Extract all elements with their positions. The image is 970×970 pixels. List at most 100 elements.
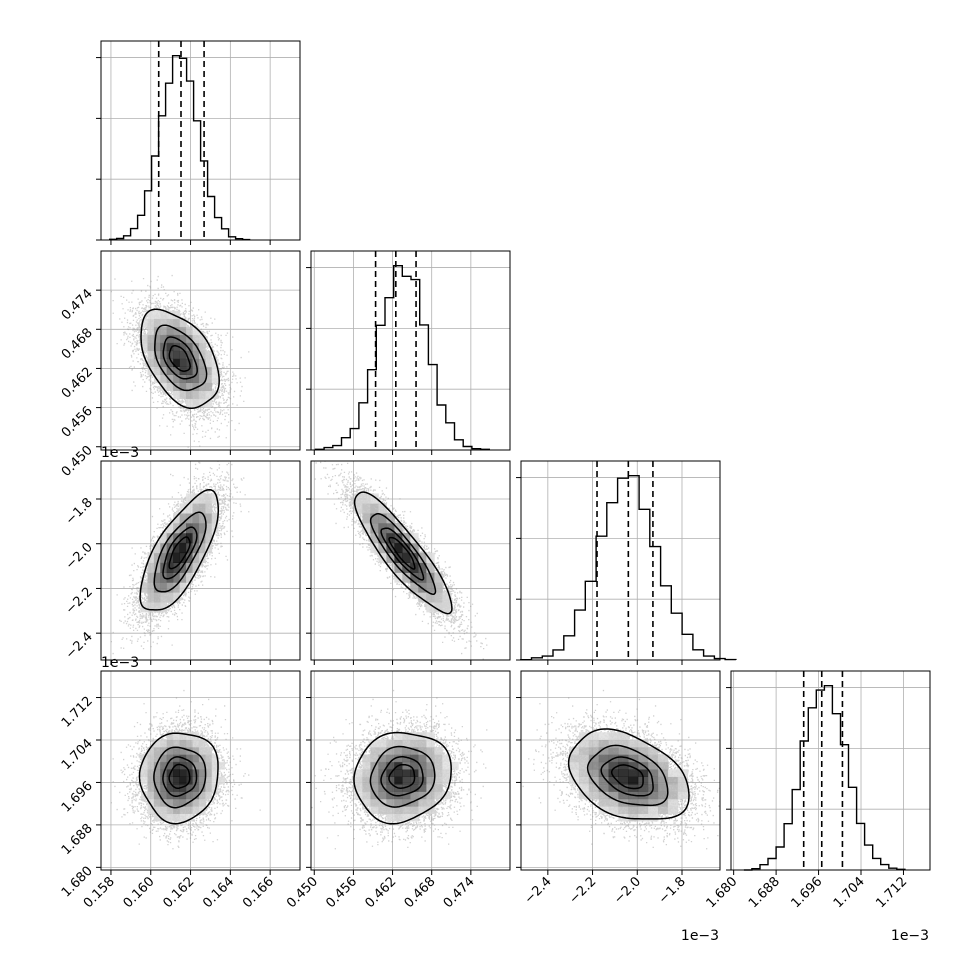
density-cell [648, 798, 659, 807]
x-tick-label: 0.166 [240, 874, 277, 911]
density-cell [578, 754, 590, 763]
density-cell [198, 513, 206, 524]
density-cell [608, 806, 619, 814]
density-cell [192, 366, 200, 375]
density-cell [418, 784, 427, 792]
x-tick-label: 1.712 [873, 874, 910, 911]
density-cell [628, 769, 639, 777]
density-cell [378, 739, 387, 748]
density-cell [198, 334, 206, 344]
density-cell [638, 754, 649, 763]
density-cell [198, 358, 206, 368]
density-cell [386, 542, 395, 554]
density-cell [442, 769, 451, 777]
density-cell [648, 806, 659, 814]
density-cell [147, 602, 155, 613]
panel-content [521, 671, 720, 870]
density-cell [179, 732, 187, 740]
density-cell [192, 784, 200, 792]
density-cell [426, 572, 435, 583]
density-cell [598, 769, 609, 777]
x-tick-label: −2.2 [566, 874, 599, 907]
density-cell [153, 813, 161, 822]
density-cell [588, 754, 600, 763]
density-cell [378, 513, 387, 524]
density-cell [205, 532, 213, 544]
contour-line [168, 345, 191, 372]
density-cell [179, 513, 187, 524]
density-cell [608, 732, 619, 740]
density-cell [186, 326, 193, 336]
density-cell [186, 366, 193, 375]
density-cell [578, 739, 590, 748]
density-cell [426, 769, 435, 777]
density-cell [211, 374, 219, 383]
axes-frame [310, 460, 511, 661]
density-cell [667, 784, 679, 792]
x-tick-label: 0.468 [402, 874, 439, 911]
x-tick-label: 0.474 [441, 874, 478, 911]
density-cell [153, 350, 161, 360]
density-cell [608, 761, 619, 770]
density-cell [211, 366, 219, 375]
density-cell [442, 791, 451, 800]
density-cell [362, 503, 371, 514]
density-cell [628, 798, 639, 807]
density-cell [173, 813, 180, 822]
density-cell [598, 791, 609, 800]
density-cell [198, 798, 206, 807]
density-cell [141, 761, 148, 770]
contour-line [388, 763, 416, 789]
density-cell [141, 769, 148, 777]
density-cell [205, 747, 213, 755]
density-cell [205, 791, 213, 800]
density-cell [186, 761, 193, 770]
x-tick-label: 0.450 [284, 874, 321, 911]
density-cell [173, 806, 180, 814]
density-cell [192, 761, 200, 770]
contour-line [162, 756, 198, 797]
density-cell [618, 761, 629, 770]
density-cell [434, 572, 443, 583]
density-cell [434, 602, 443, 613]
density-cell [410, 754, 419, 763]
density-cell [418, 806, 427, 814]
density-cell [410, 761, 419, 770]
x-tick-label: 0.462 [362, 874, 399, 911]
density-cell [166, 813, 174, 822]
density-cell [426, 602, 435, 613]
density-cell [179, 747, 187, 755]
density-cell [588, 769, 600, 777]
density-cell [141, 776, 148, 785]
density-cell [147, 806, 155, 814]
density-cell [166, 592, 174, 603]
density-cell [160, 326, 168, 336]
density-cell [588, 747, 600, 755]
density-cell [598, 739, 609, 748]
density-cell [160, 318, 168, 328]
axes-frame [520, 460, 721, 661]
density-cell [402, 552, 411, 563]
density-cell [394, 754, 403, 763]
density-cell [569, 761, 580, 770]
density-cell [410, 739, 419, 748]
density-cell [386, 747, 395, 755]
density-cell [638, 747, 649, 755]
density-cell [442, 592, 451, 603]
density-cell [442, 776, 451, 785]
density-cell [173, 798, 180, 807]
axes-frame [100, 40, 301, 241]
density-cell [638, 769, 649, 777]
density-cell [186, 350, 193, 360]
density-cell [186, 342, 193, 352]
density-cell [153, 776, 161, 785]
histogram-step [743, 685, 906, 871]
density-cell [370, 806, 379, 814]
density-cell [638, 798, 649, 807]
density-cell [179, 542, 187, 554]
density-cell [426, 552, 435, 563]
density-cell [386, 784, 395, 792]
density-cell [179, 382, 187, 391]
density-cell [166, 784, 174, 792]
density-cell [153, 318, 161, 328]
